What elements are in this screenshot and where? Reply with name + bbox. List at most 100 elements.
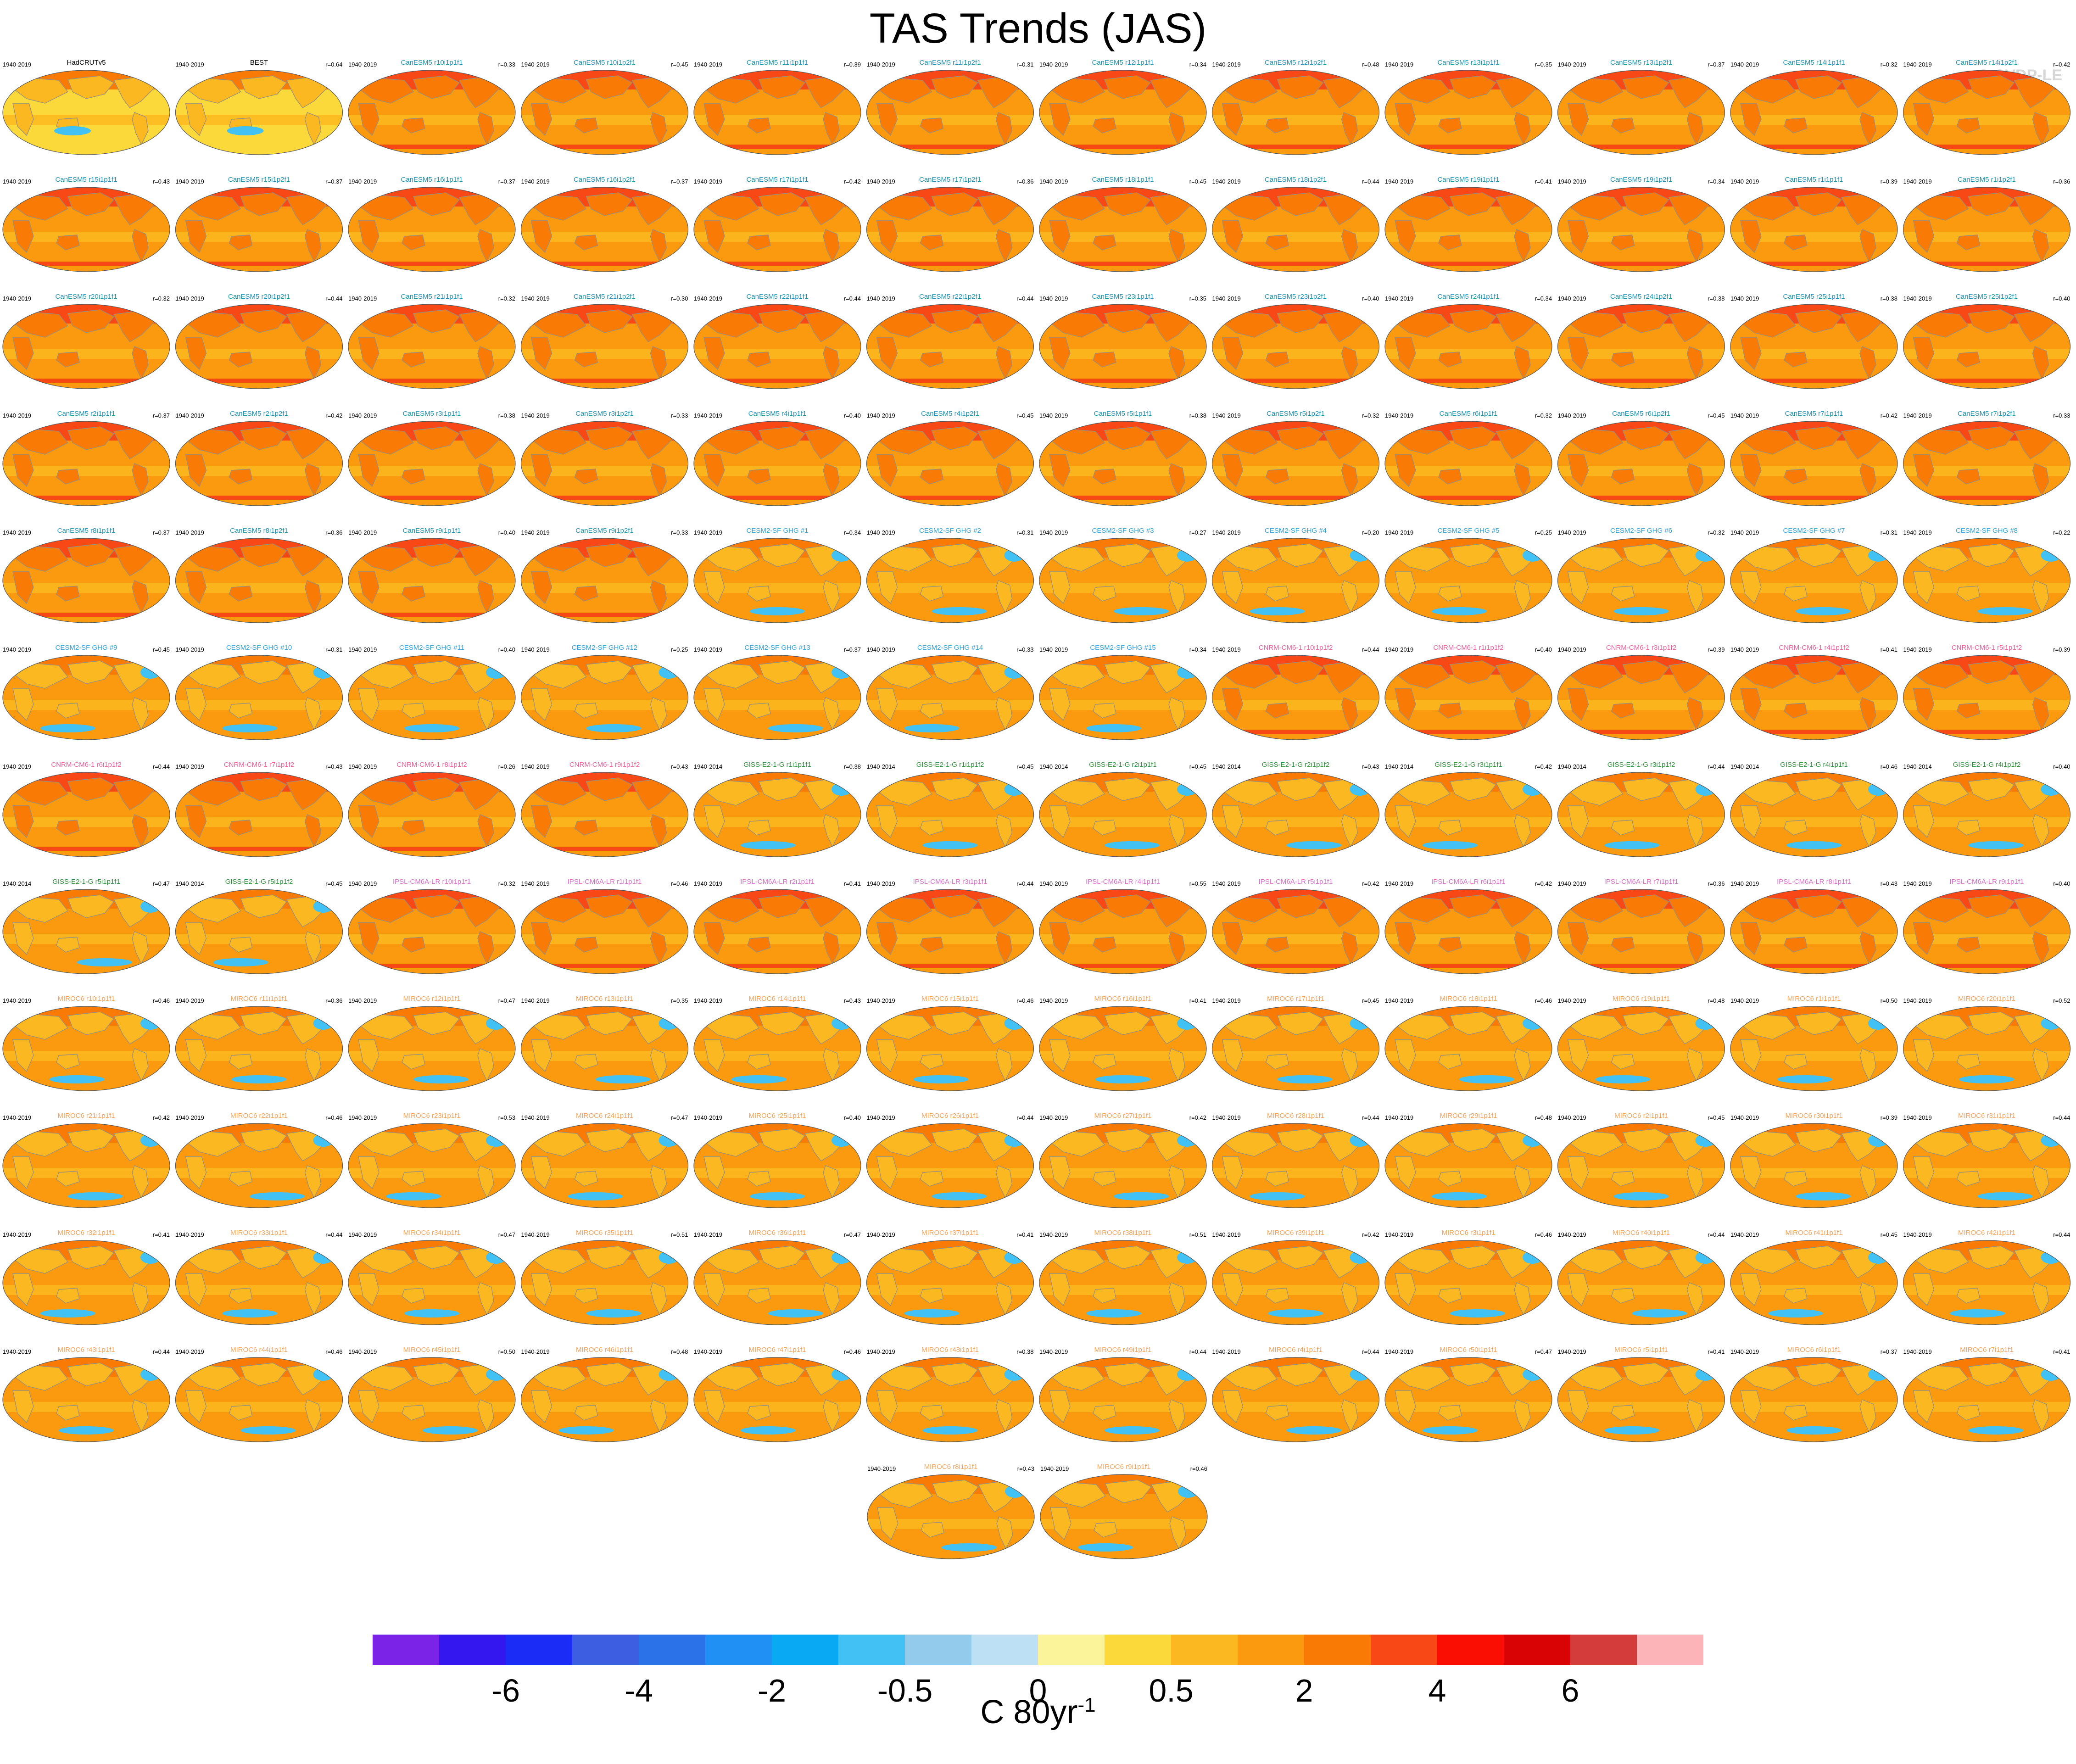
- panel-title: CanESM5 r6i1p1f1: [1440, 410, 1498, 418]
- continent-outline: [1104, 660, 1151, 684]
- continent-outline: [876, 337, 898, 370]
- tropical-band: [866, 349, 1034, 359]
- southern-ocean-band: [1385, 379, 1552, 383]
- panel-correlation: r=0.32: [153, 295, 170, 302]
- colorbar-swatch: [1637, 1635, 1703, 1665]
- continent-outline: [358, 220, 379, 253]
- southern-ocean-band: [1903, 379, 2070, 383]
- continent-outline: [413, 660, 460, 684]
- southern-ocean-band: [521, 379, 688, 383]
- continent-outline: [1784, 586, 1808, 602]
- map-border: [866, 70, 1034, 155]
- southern-ocean-band: [1212, 730, 1379, 734]
- map-border: [1730, 421, 1898, 506]
- continent-outline: [759, 75, 806, 99]
- panel-correlation: r=0.32: [1881, 61, 1897, 68]
- panel-correlation: r=0.39: [844, 61, 861, 68]
- tropical-band: [348, 115, 515, 125]
- continent-outline: [402, 703, 425, 719]
- tropical-band: [348, 232, 515, 242]
- colorbar-swatch: [1105, 1635, 1171, 1665]
- continent-outline: [413, 75, 460, 99]
- southern-ocean-band: [1385, 262, 1552, 266]
- panel-period: 1940-2019: [3, 295, 31, 302]
- tropical-band: [694, 115, 861, 125]
- continent-outline: [1784, 469, 1808, 485]
- map-border: [2, 538, 170, 623]
- continent-outline: [1913, 454, 1935, 487]
- continent-outline: [1968, 543, 2015, 567]
- map-border: [1903, 304, 2071, 389]
- colorbar-unit-exponent: -1: [1077, 1694, 1096, 1716]
- southern-ocean-band: [175, 496, 343, 500]
- continent-outline: [1265, 469, 1289, 485]
- map-field: [1039, 70, 1206, 155]
- colorbar-swatch: [1171, 1635, 1238, 1665]
- panel-correlation: r=0.25: [671, 646, 688, 653]
- tropical-band: [1730, 349, 1897, 359]
- map-panel: 1940-2019 CanESM5 r6i1p2f1 r=0.45: [1557, 410, 1725, 506]
- continent-outline: [1049, 337, 1071, 370]
- continent-outline: [1265, 703, 1289, 719]
- tropical-band: [1039, 232, 1206, 242]
- map-panel: 1940-2019 CanESM5 r9i1p2f1 r=0.33: [520, 527, 689, 623]
- map-panel: 1940-2019 CESM2-SF GHG #2 r=0.31: [866, 527, 1034, 623]
- continent-outline: [1104, 543, 1151, 567]
- panel-correlation: r=0.34: [1189, 61, 1206, 68]
- continent-outline: [1913, 571, 1935, 604]
- panel-title: CanESM5 r23i1p1f1: [1092, 293, 1154, 301]
- panel-period: 1940-2019: [1903, 178, 1932, 185]
- continent-outline: [1956, 117, 1981, 134]
- continent-outline: [12, 337, 34, 370]
- panel-title: CanESM5 r16i1p2f1: [574, 176, 636, 184]
- tropical-band: [521, 700, 688, 710]
- map-border: [348, 538, 516, 623]
- map-field: [521, 421, 688, 506]
- continent-outline: [1265, 586, 1289, 602]
- map-field: [1212, 187, 1379, 272]
- panel-period: 1940-2019: [348, 529, 377, 536]
- panel-period: 1940-2019: [1385, 295, 1413, 302]
- continent-outline: [747, 234, 771, 251]
- continent-outline: [56, 469, 80, 485]
- map-panel: 1940-2019 CanESM5 r17i1p2f1 r=0.36: [866, 176, 1034, 272]
- panel-title: CanESM5 r14i1p1f1: [1783, 59, 1845, 67]
- map-border: [520, 70, 689, 155]
- panel-correlation: r=0.37: [498, 178, 515, 185]
- continent-outline: [1222, 571, 1244, 604]
- map-panel: 1940-2019 CanESM5 r23i1p2f1 r=0.40: [1211, 293, 1380, 389]
- southern-ocean-band: [1557, 379, 1725, 383]
- colorbar-swatch: [572, 1635, 639, 1665]
- southern-ocean-cool-patch: [904, 724, 960, 732]
- tropical-band: [175, 349, 343, 359]
- continent-outline: [1956, 234, 1981, 251]
- map-field: [3, 655, 170, 740]
- map-panel: 1940-2019 CanESM5 r13i1p2f1 r=0.37: [1557, 59, 1725, 155]
- panel-correlation: r=0.38: [1881, 295, 1897, 302]
- panel-correlation: r=0.37: [671, 178, 688, 185]
- map-border: [175, 538, 343, 623]
- panel-correlation: r=0.37: [153, 529, 170, 536]
- map-border: [1384, 421, 1552, 506]
- continent-outline: [1093, 117, 1116, 134]
- tropical-band: [175, 700, 343, 710]
- tropical-band: [1385, 466, 1552, 476]
- map-field: [694, 538, 861, 623]
- panel-correlation: r=0.20: [1362, 529, 1379, 536]
- continent-outline: [1265, 117, 1289, 134]
- panel-correlation: r=0.45: [1708, 412, 1724, 419]
- panel-period: 1940-2019: [3, 646, 31, 653]
- continent-outline: [1450, 309, 1497, 333]
- continent-outline: [1611, 469, 1635, 485]
- southern-ocean-band: [3, 379, 170, 383]
- continent-outline: [12, 571, 34, 604]
- panel-correlation: r=0.22: [2053, 529, 2070, 536]
- tropical-band: [1212, 115, 1379, 125]
- panel-period: 1940-2019: [1385, 646, 1413, 653]
- panel-title: CanESM5 r11i1p1f1: [747, 59, 808, 67]
- continent-outline: [1222, 103, 1244, 136]
- map-field: [175, 421, 343, 506]
- tropical-band: [866, 115, 1034, 125]
- continent-outline: [759, 660, 806, 684]
- map-border: [348, 70, 516, 155]
